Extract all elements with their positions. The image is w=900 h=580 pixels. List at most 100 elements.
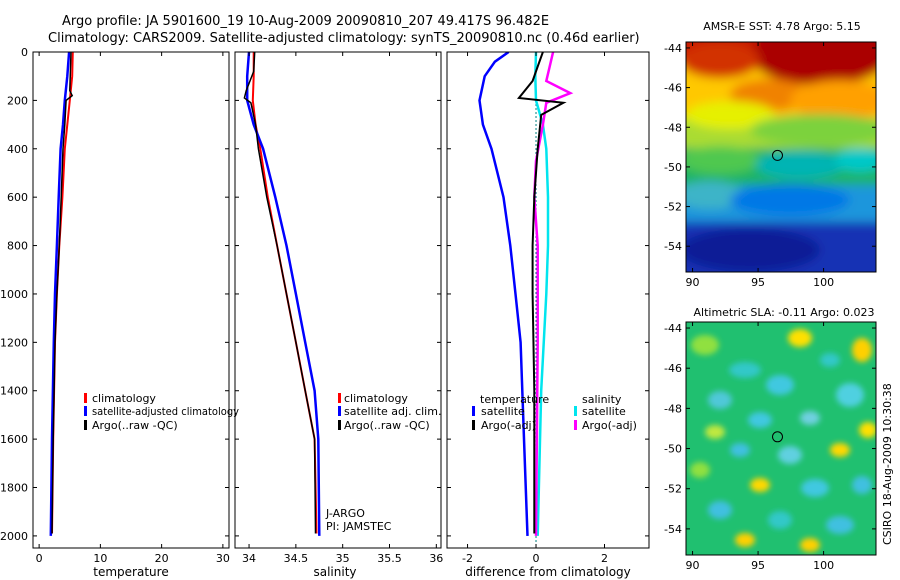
depth-tick-label: 1200 [0,336,28,349]
temp-xtick-label: 20 [155,552,169,565]
diff-xtick-label: 0 [533,552,540,565]
diff-xtick-label: 2 [601,552,608,565]
sla-lat-tick-label: -50 [664,443,682,456]
sst-lon-tick-label: 90 [686,276,700,289]
temp-x-axis: 0 10 20 30 [36,52,230,565]
diff-legend-label-temp-argo: Argo(-adj) [481,419,536,432]
sal-xtick-label: 35 [336,552,350,565]
sst-lat-tick-label: -50 [664,161,682,174]
temp-satellite-line [49,52,71,536]
sla-lat-tick-label: -46 [664,362,682,375]
sst-map-frame [685,41,877,273]
sal-xtick-label: 36 [429,552,443,565]
sal-legend-swatch-argo [338,420,341,430]
legend-label-satellite: satellite-adjusted climatology [92,405,239,418]
depth-tick-label: 600 [7,191,28,204]
sla-lat-axis: -44 -46 -48 -50 -52 -54 [664,322,876,536]
depth-tick-label: 1800 [0,482,28,495]
diff-sal-argo-line [533,52,574,536]
diff-xlabel: difference from climatology [465,565,631,579]
depth-tick-label: 400 [7,143,28,156]
sla-lat-tick-label: -52 [664,483,682,496]
sla-lon-tick-label: 100 [813,559,834,572]
sla-lat-tick-label: -54 [664,523,682,536]
legend-swatch-argo [84,420,87,430]
depth-tick-label: 0 [21,46,28,59]
sst-argo-location-marker [772,149,783,161]
temp-xtick-label: 30 [216,552,230,565]
diff-legend-label-temp-satellite: satellite [481,405,525,418]
sal-legend-swatch-satellite [338,406,341,416]
annotation-pi: PI: JAMSTEC [326,520,392,533]
sla-lon-tick-label: 95 [751,559,765,572]
sal-legend-label-argo: Argo(..raw -QC) [344,419,430,432]
sst-lat-tick-label: -44 [664,42,682,55]
sal-legend: climatology satellite adj. clim. Argo(..… [338,392,441,432]
sst-lat-tick-label: -48 [664,121,682,134]
sal-xtick-label: 34.5 [284,552,309,565]
sst-lat-tick-label: -46 [664,82,682,95]
temp-xtick-label: 10 [93,552,107,565]
sst-lat-tick-label: -54 [664,240,682,253]
sal-xtick-label: 34 [242,552,256,565]
diff-xtick-label: -2 [462,552,473,565]
legend-title-temperature: temperature [480,393,549,406]
sal-legend-label-climatology: climatology [344,392,408,405]
credit-label: CSIRO 18-Aug-2009 10:30:38 [881,383,894,545]
depth-tick-label: 1600 [0,433,28,446]
sst-lon-tick-label: 95 [751,276,765,289]
sal-climatology-line [251,52,318,534]
diff-legend-swatch-temp-satellite [472,406,475,416]
sal-x-axis: 34 34.5 35 35.5 36 [242,52,443,565]
depth-tick-label: 1000 [0,288,28,301]
depth-tick-label: 800 [7,240,28,253]
temp-xlabel: temperature [93,565,168,579]
temp-frame [32,51,230,549]
sla-map-frame [685,321,877,556]
depth-tick-label: 200 [7,94,28,107]
difference-panel: -2 0 2 difference from climatology tempera… [446,51,650,579]
sla-lon-tick-label: 90 [686,559,700,572]
diff-x-axis: -2 0 2 [462,52,608,565]
diff-sal-satellite-line [534,52,550,536]
sla-map-panel: Altimetric SLA: -0.11 Argo: 0.023 [664,306,877,572]
header-line2: Climatology: CARS2009. Satellite-adjuste… [48,31,640,46]
sal-legend-swatch-climatology [338,393,341,403]
sal-satellite-line [245,52,321,536]
sla-heatmap [686,322,876,555]
sal-y-ticks [235,51,441,537]
legend-swatch-satellite [84,406,87,416]
sst-lat-tick-label: -52 [664,201,682,214]
header-line1: Argo profile: JA 5901600_19 10-Aug-2009 … [62,14,549,29]
diff-frame [446,51,650,549]
legend-title-salinity: salinity [582,393,622,406]
legend-swatch-climatology [84,393,87,403]
sla-lat-tick-label: -48 [664,402,682,415]
diff-legend-swatch-sal-argo [574,420,577,430]
diff-legend-swatch-temp-argo [472,420,475,430]
depth-tick-label: 1400 [0,385,28,398]
sal-argo-line [243,52,317,534]
sst-lat-axis: -44 -46 -48 -50 -52 -54 [664,42,876,253]
sal-frame [234,51,442,549]
diff-y-ticks [447,51,649,537]
temp-xtick-label: 0 [36,552,43,565]
depth-tick-label: 2000 [0,530,28,543]
annotation-float-program: J-ARGO [325,507,365,520]
salinity-panel: 34 34.5 35 35.5 36 salinity climatology sate… [234,51,443,579]
sla-lon-axis: 90 95 100 [686,322,834,572]
temperature-panel: 0 200 400 600 800 1000 1200 1400 1600 1800 2000 0 1… [0,46,239,579]
depth-axis: 0 200 400 600 800 1000 1200 1400 1600 1800 2000 [0,46,229,543]
sal-xlabel: salinity [313,565,356,579]
diff-legend-swatch-sal-satellite [574,406,577,416]
diff-temp-argo-line [516,52,567,534]
sst-lon-axis: 90 95 100 [686,42,834,289]
sal-legend-label-satellite: satellite adj. clim. [344,405,441,418]
sla-map-title: Altimetric SLA: -0.11 Argo: 0.023 [694,306,875,319]
diff-legend-label-sal-argo: Argo(-adj) [582,419,637,432]
sst-lon-tick-label: 100 [813,276,834,289]
sst-heatmap [686,42,876,272]
temp-argo-line [51,52,74,534]
diff-temp-satellite-line [478,52,529,536]
sst-map-panel: AMSR-E SST: 4.78 Argo: 5.15 [664,20,877,289]
